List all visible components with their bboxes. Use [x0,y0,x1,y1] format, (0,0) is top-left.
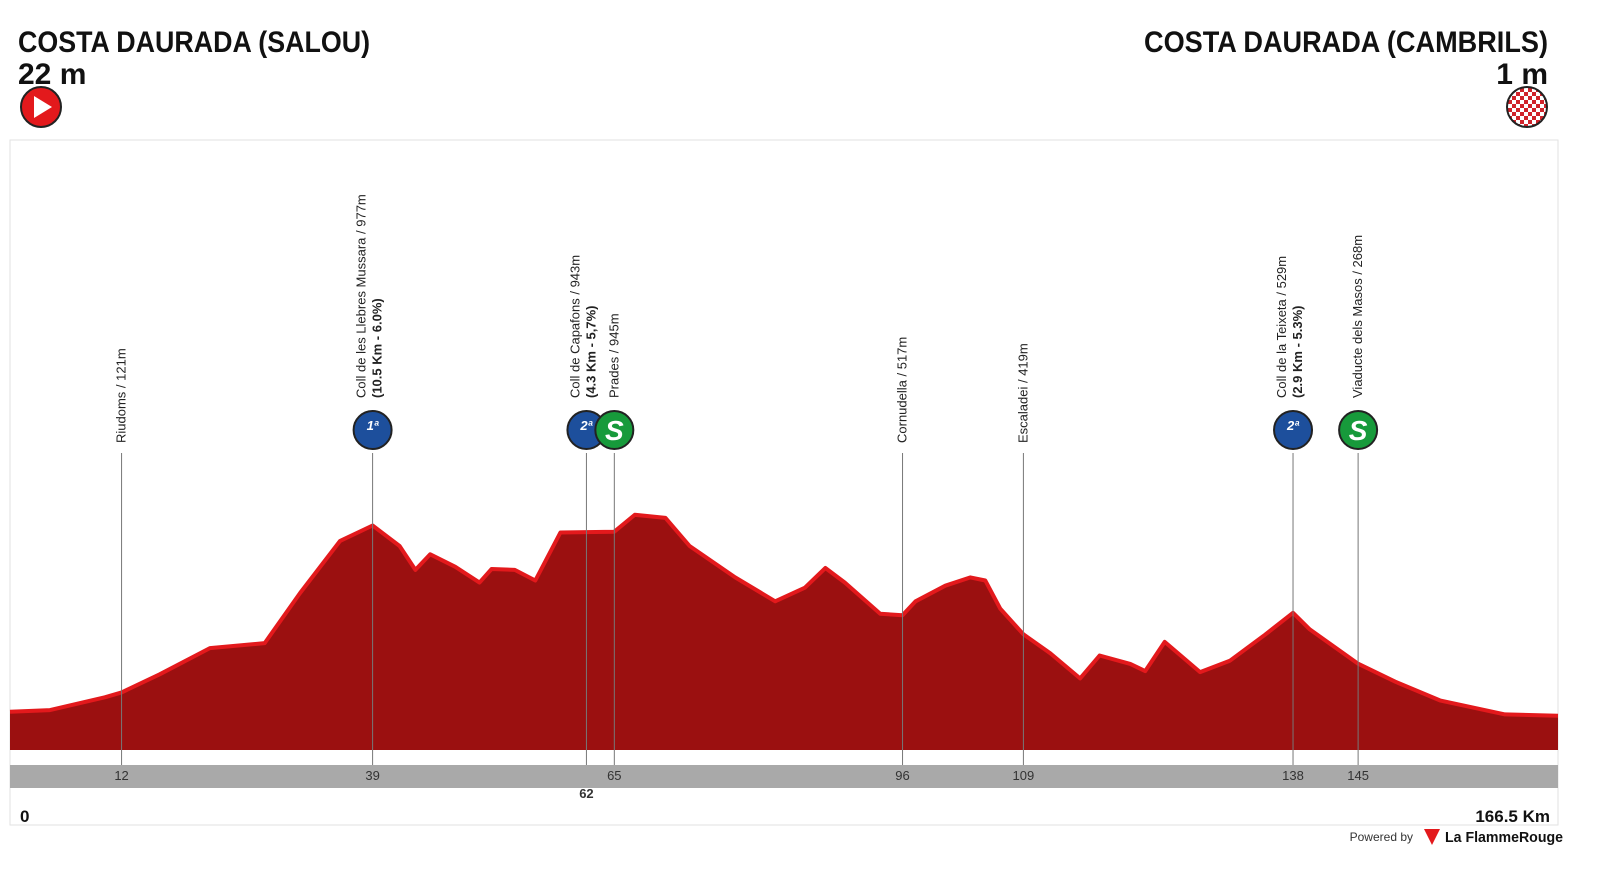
km-label: 109 [1013,768,1035,783]
waypoint-label: Coll de la Teixeta / 529m [1274,256,1289,398]
icon-circle [594,410,635,450]
x-tick-label: 0 [20,807,29,826]
x-tick-label: 166.5 Km [1475,807,1550,826]
waypoint-label: Escaladei / 419m [1015,343,1030,443]
finish-altitude: 1 m [1496,58,1548,91]
icon-label: 2ª [579,418,593,433]
frame [9,139,1559,826]
waypoint-icon: 2ª [1273,410,1314,450]
waypoint-label: Coll de Capafons / 943m [567,255,582,398]
km-label: 138 [1282,768,1304,783]
waypoint-label: Prades / 945m [606,313,621,398]
km-band [10,765,1558,788]
waypoint-detail: (4.3 Km - 5,7%) [583,306,598,398]
waypoint-detail: (10.5 Km - 6.0%) [370,298,385,398]
km-label: 62 [579,786,593,801]
brand-logo [1424,829,1440,845]
powered-by: Powered by [1350,830,1413,844]
start-altitude: 22 m [18,58,86,91]
waypoint-label: Viaducte dels Masos / 268m [1350,235,1365,398]
brand: La FlammeRouge [1445,829,1563,846]
elevation-area [10,514,1558,750]
icon-circle [1273,410,1314,450]
km-label: 39 [365,768,379,783]
icon-label: S [605,415,624,446]
km-label: 145 [1347,768,1369,783]
icon-label: S [1349,415,1368,446]
start-name: COSTA DAURADA (SALOU) [18,26,370,59]
elevation-edge [9,512,1559,718]
km-label: 65 [607,768,621,783]
waypoint-icon: S [594,410,635,450]
waypoint-icon: 2ª [566,410,607,450]
icon-circle [1338,410,1379,450]
icon-circle [352,410,393,450]
icon-label: 1ª [367,418,380,433]
start-icon [20,86,62,128]
waypoint-label: Cornudella / 517m [895,337,910,443]
waypoint-icon: 1ª [352,410,393,450]
finish-icon [1506,86,1548,128]
km-label: 96 [895,768,909,783]
waypoint-icon: S [1338,410,1379,450]
waypoint-label: Coll de les Llebres Mussara / 977m [354,194,369,398]
icon-label: 2ª [1286,418,1300,433]
finish-name: COSTA DAURADA (CAMBRILS) [1144,26,1548,59]
km-label: 12 [114,768,128,783]
waypoint-label: Riudoms / 121m [114,348,129,443]
waypoint-detail: (2.9 Km - 5.3%) [1290,306,1305,398]
